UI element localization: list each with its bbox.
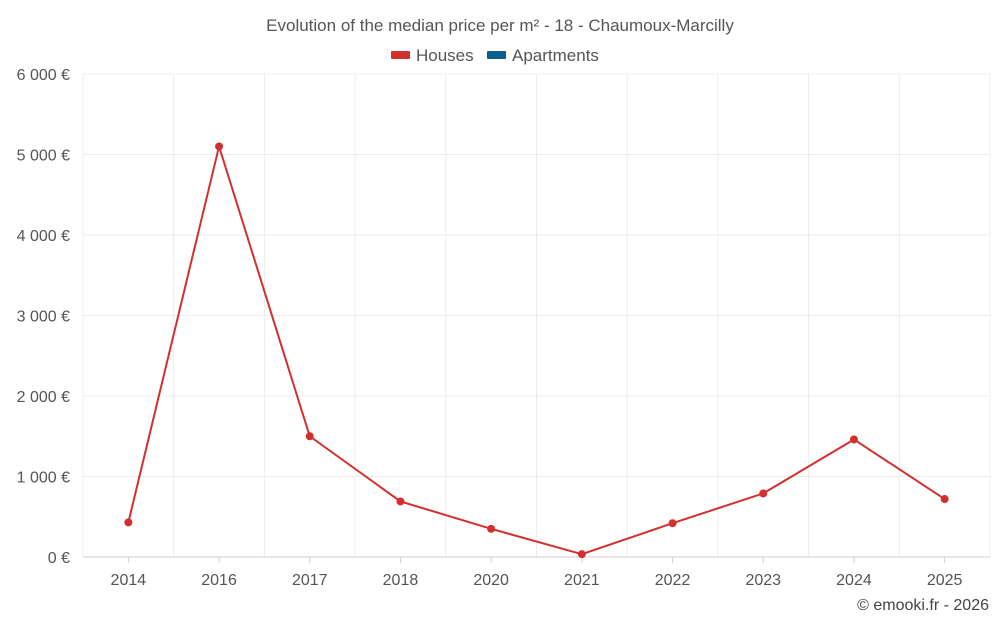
data-point-houses[interactable] [849,435,858,444]
data-point-houses[interactable] [215,142,224,151]
x-tick-label: 2016 [201,572,237,589]
data-point-houses[interactable] [759,489,768,498]
x-tick-label: 2025 [927,572,963,589]
data-point-houses[interactable] [396,497,405,506]
y-tick-label: 1 000 € [17,470,70,487]
y-tick-label: 6 000 € [17,67,70,84]
grid [82,73,991,557]
x-tick-label: 2024 [836,572,872,589]
series-line-houses [127,145,946,556]
legend: Houses Apartments [391,46,599,65]
chart-title: Evolution of the median price per m² - 1… [266,16,734,35]
x-tick-label: 2021 [564,572,600,589]
x-tick-label: 2022 [655,572,691,589]
x-tick-label: 2017 [292,572,328,589]
x-tick-label: 2020 [473,572,509,589]
y-tick-label: 0 € [48,550,70,567]
legend-swatch-houses[interactable] [391,51,410,59]
x-tick-label: 2023 [745,572,781,589]
y-tick-label: 5 000 € [17,148,70,165]
data-point-houses[interactable] [305,432,314,441]
data-point-houses[interactable] [668,519,677,528]
y-tick-label: 4 000 € [17,228,70,245]
x-tick-label: 2018 [383,572,419,589]
data-point-houses[interactable] [577,550,586,559]
data-point-houses[interactable] [124,518,133,527]
axes: 0 € 1 000 € 2 000 € 3 000 € 4 000 € 5 000 € 6 … [17,67,990,589]
legend-label-houses[interactable]: Houses [416,46,474,65]
data-point-houses[interactable] [940,495,949,504]
x-tick-label: 2014 [111,572,147,589]
y-tick-label: 2 000 € [17,389,70,406]
legend-swatch-apartments[interactable] [487,51,506,59]
credit-text: © emooki.fr - 2026 [857,597,989,614]
y-tick-label: 3 000 € [17,309,70,326]
series [124,142,949,559]
legend-label-apartments[interactable]: Apartments [512,46,599,65]
data-point-houses[interactable] [487,524,496,533]
